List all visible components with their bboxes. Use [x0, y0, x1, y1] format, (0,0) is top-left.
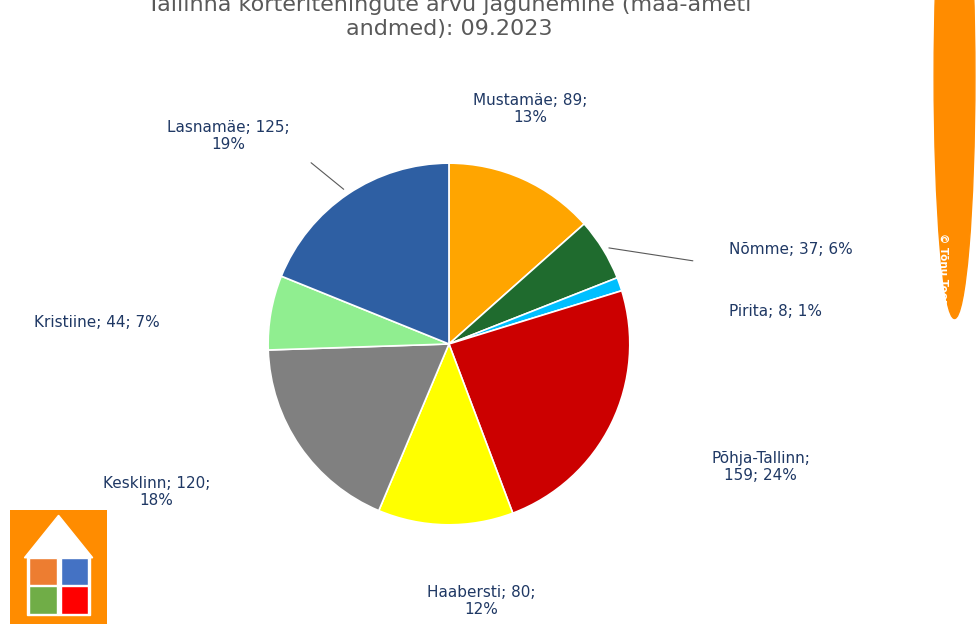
Polygon shape	[27, 555, 90, 615]
Wedge shape	[449, 278, 622, 344]
Wedge shape	[281, 163, 449, 344]
FancyBboxPatch shape	[5, 504, 112, 630]
Wedge shape	[449, 163, 585, 344]
FancyBboxPatch shape	[29, 558, 57, 585]
Polygon shape	[24, 515, 93, 558]
Text: Nõmme; 37; 6%: Nõmme; 37; 6%	[729, 243, 853, 257]
Wedge shape	[379, 344, 512, 525]
FancyBboxPatch shape	[29, 587, 57, 614]
Wedge shape	[449, 290, 630, 513]
Text: Kristiine; 44; 7%: Kristiine; 44; 7%	[34, 315, 160, 330]
Title: Tallinna korteritehingute arvu jagunemine (maa-ameti
andmed): 09.2023: Tallinna korteritehingute arvu jagunemin…	[146, 0, 752, 39]
Text: Mustamäe; 89;
13%: Mustamäe; 89; 13%	[473, 93, 588, 125]
Text: Põhja-Tallinn;
159; 24%: Põhja-Tallinn; 159; 24%	[712, 451, 810, 483]
Text: Kesklinn; 120;
18%: Kesklinn; 120; 18%	[102, 476, 210, 508]
Wedge shape	[449, 224, 617, 344]
Text: Pirita; 8; 1%: Pirita; 8; 1%	[729, 304, 822, 319]
Text: © Tõnu Toompark, ADAUR.EE: © Tõnu Toompark, ADAUR.EE	[938, 233, 948, 404]
Text: Haabersti; 80;
12%: Haabersti; 80; 12%	[427, 585, 536, 617]
FancyBboxPatch shape	[61, 558, 88, 585]
Wedge shape	[268, 276, 449, 350]
Wedge shape	[268, 344, 449, 511]
FancyBboxPatch shape	[61, 587, 88, 614]
Text: Lasnamäe; 125;
19%: Lasnamäe; 125; 19%	[167, 120, 290, 152]
Circle shape	[934, 0, 975, 318]
